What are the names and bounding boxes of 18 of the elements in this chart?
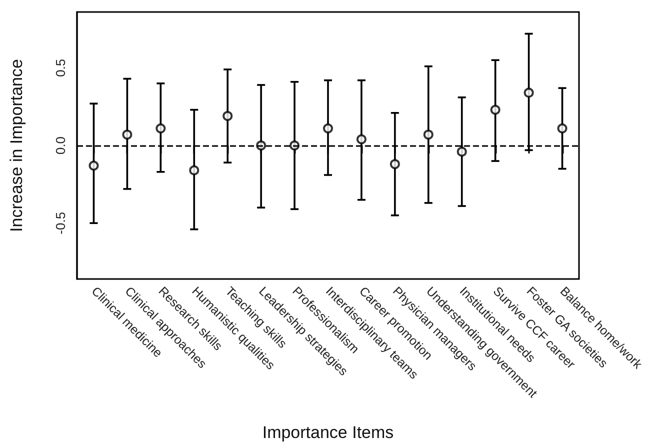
x-axis-title: Importance Items xyxy=(262,423,394,442)
point xyxy=(156,123,166,134)
point xyxy=(356,134,366,144)
y-axis-title: Increase in Importance xyxy=(7,59,26,232)
point xyxy=(222,111,233,122)
y-tick-label: 0.0 xyxy=(53,136,68,155)
y-tick-label: 0.5 xyxy=(53,58,68,77)
point xyxy=(189,165,200,176)
point xyxy=(323,123,333,134)
point xyxy=(490,104,500,115)
point xyxy=(122,130,132,140)
point xyxy=(390,159,400,170)
point xyxy=(524,88,534,98)
point xyxy=(88,160,99,171)
point xyxy=(423,130,434,140)
point xyxy=(557,123,568,134)
point xyxy=(456,146,467,157)
y-tick-label: -0.5 xyxy=(53,212,68,234)
